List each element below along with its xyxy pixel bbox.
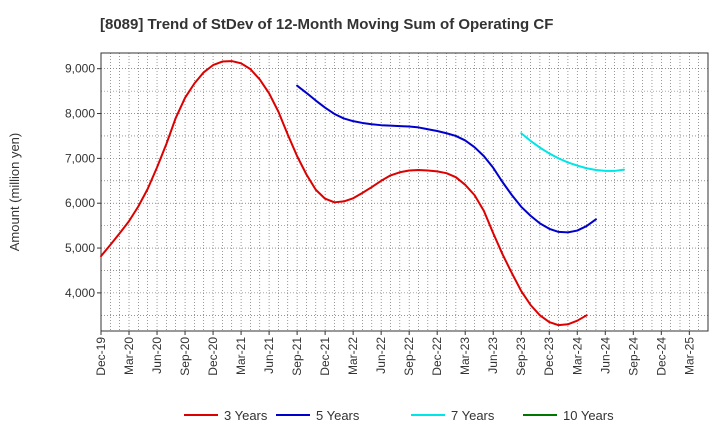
- grid: [101, 53, 708, 331]
- y-axis-label: Amount (million yen): [7, 133, 22, 252]
- x-tick-label: Sep-22: [402, 337, 416, 376]
- x-tick-label: Sep-20: [178, 337, 192, 376]
- series-line-5-years: [296, 84, 597, 234]
- legend: 3 Years 5 Years 7 Years 10 Years: [184, 408, 614, 423]
- x-tick-label: Dec-24: [654, 337, 668, 376]
- x-tick-label: Mar-23: [458, 337, 472, 375]
- x-tick-label: Mar-24: [570, 337, 584, 375]
- y-tick-label: 6,000: [65, 196, 95, 210]
- x-tick-label: Dec-19: [94, 337, 108, 376]
- legend-label-10-years: 10 Years: [563, 408, 614, 423]
- x-tick-label: Jun-24: [598, 337, 612, 374]
- x-tick-label: Jun-22: [374, 337, 388, 374]
- legend-label-3-years: 3 Years: [224, 408, 268, 423]
- x-tick-label: Jun-23: [486, 337, 500, 374]
- y-tick-label: 8,000: [65, 107, 95, 121]
- x-tick-label: Mar-21: [234, 337, 248, 375]
- x-tick-label: Mar-22: [346, 337, 360, 375]
- x-tick-label: Dec-21: [318, 337, 332, 376]
- x-tick-label: Mar-25: [682, 337, 696, 375]
- y-tick-label: 7,000: [65, 151, 95, 165]
- chart-title: [8089] Trend of StDev of 12-Month Moving…: [100, 16, 553, 33]
- y-tick-label: 4,000: [65, 286, 95, 300]
- x-tick-label: Dec-23: [542, 337, 556, 376]
- x-tick-label: Mar-20: [122, 337, 136, 375]
- plot-area: [101, 53, 708, 331]
- x-tick-label: Dec-20: [206, 337, 220, 376]
- series-group: [100, 60, 625, 327]
- x-tick-label: Sep-21: [290, 337, 304, 376]
- x-tick-label: Sep-24: [626, 337, 640, 376]
- y-tick-label: 9,000: [65, 62, 95, 76]
- y-tick-label: 5,000: [65, 241, 95, 255]
- series-line-3-years: [100, 60, 588, 327]
- x-tick-label: Dec-22: [430, 337, 444, 376]
- plot-frame: [100, 52, 709, 332]
- x-tick-label: Jun-20: [150, 337, 164, 374]
- x-tick-label: Sep-23: [514, 337, 528, 376]
- legend-label-7-years: 7 Years: [451, 408, 495, 423]
- x-tick-label: Jun-21: [262, 337, 276, 374]
- x-axis-ticks: Dec-19 Mar-20 Jun-20 Sep-20 Dec-20 Mar-21 Jun-…: [94, 331, 696, 376]
- series-line-7-years: [520, 132, 625, 172]
- y-axis-ticks: 4,000 5,000 6,000 7,000 8,000 9,000: [65, 62, 101, 300]
- legend-label-5-years: 5 Years: [316, 408, 360, 423]
